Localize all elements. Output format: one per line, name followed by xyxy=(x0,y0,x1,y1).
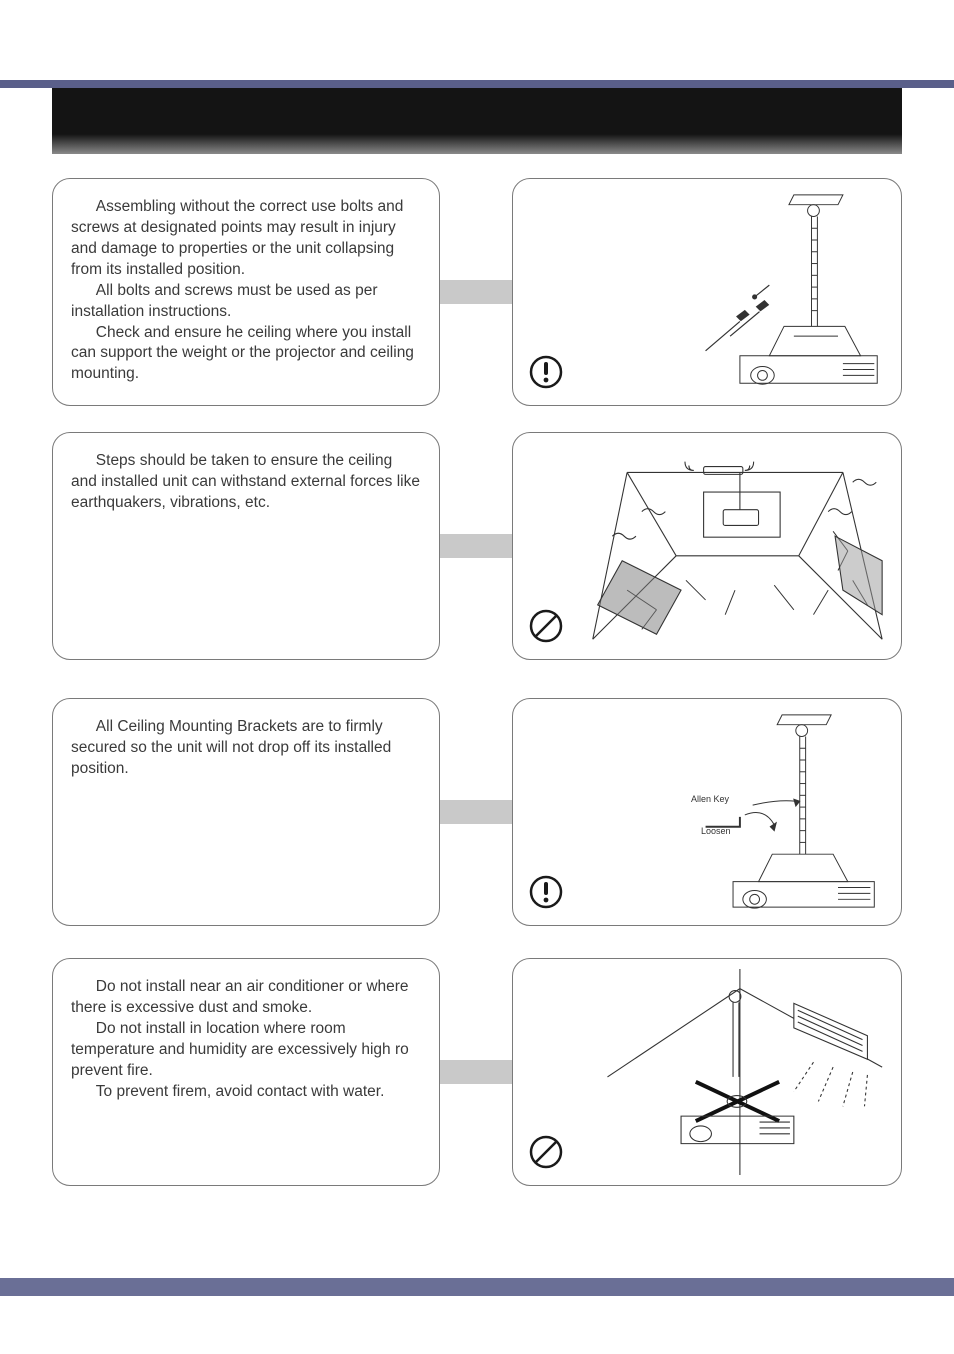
image-card-3: Allen Key Loosen xyxy=(512,698,902,926)
safety-row-2: Steps should be taken to ensure the ceil… xyxy=(52,432,902,672)
paragraph: Steps should be taken to ensure the ceil… xyxy=(71,451,421,514)
paragraph: Assembling without the correct use bolts… xyxy=(71,197,421,281)
paragraph: Do not install in location where room te… xyxy=(71,1019,421,1082)
connector xyxy=(440,800,512,824)
title-block xyxy=(52,88,902,154)
safety-row-4: Do not install near an air conditioner o… xyxy=(52,958,902,1198)
top-accent-bar xyxy=(0,80,954,88)
bottom-accent-bar xyxy=(0,1278,954,1296)
diagram-mount-screws xyxy=(583,189,887,395)
safety-row-1: Assembling without the correct use bolts… xyxy=(52,178,902,418)
text-card-1: Assembling without the correct use bolts… xyxy=(52,178,440,406)
page: Assembling without the correct use bolts… xyxy=(0,0,954,1354)
paragraph: To prevent firem, avoid contact with wat… xyxy=(71,1082,421,1103)
label-loosen: Loosen xyxy=(701,827,731,837)
paragraph: Check and ensure he ceiling where you in… xyxy=(71,323,421,386)
warning-icon xyxy=(529,875,563,909)
connector xyxy=(440,534,512,558)
image-card-1 xyxy=(512,178,902,406)
warning-icon xyxy=(529,355,563,389)
connector xyxy=(440,1060,512,1084)
prohibit-icon xyxy=(529,1135,563,1169)
diagram-allen-key: Allen Key Loosen xyxy=(583,709,887,915)
paragraph: Do not install near an air conditioner o… xyxy=(71,977,421,1019)
image-card-4 xyxy=(512,958,902,1186)
label-allen-key: Allen Key xyxy=(691,795,729,805)
paragraph: All bolts and screws must be used as per… xyxy=(71,281,421,323)
diagram-earthquake xyxy=(583,443,887,649)
paragraph: All Ceiling Mounting Brackets are to fir… xyxy=(71,717,421,780)
safety-row-3: All Ceiling Mounting Brackets are to fir… xyxy=(52,698,902,938)
text-card-3: All Ceiling Mounting Brackets are to fir… xyxy=(52,698,440,926)
text-card-4: Do not install near an air conditioner o… xyxy=(52,958,440,1186)
connector xyxy=(440,280,512,304)
image-card-2 xyxy=(512,432,902,660)
text-card-2: Steps should be taken to ensure the ceil… xyxy=(52,432,440,660)
prohibit-icon xyxy=(529,609,563,643)
diagram-aircon-dust xyxy=(583,969,887,1175)
